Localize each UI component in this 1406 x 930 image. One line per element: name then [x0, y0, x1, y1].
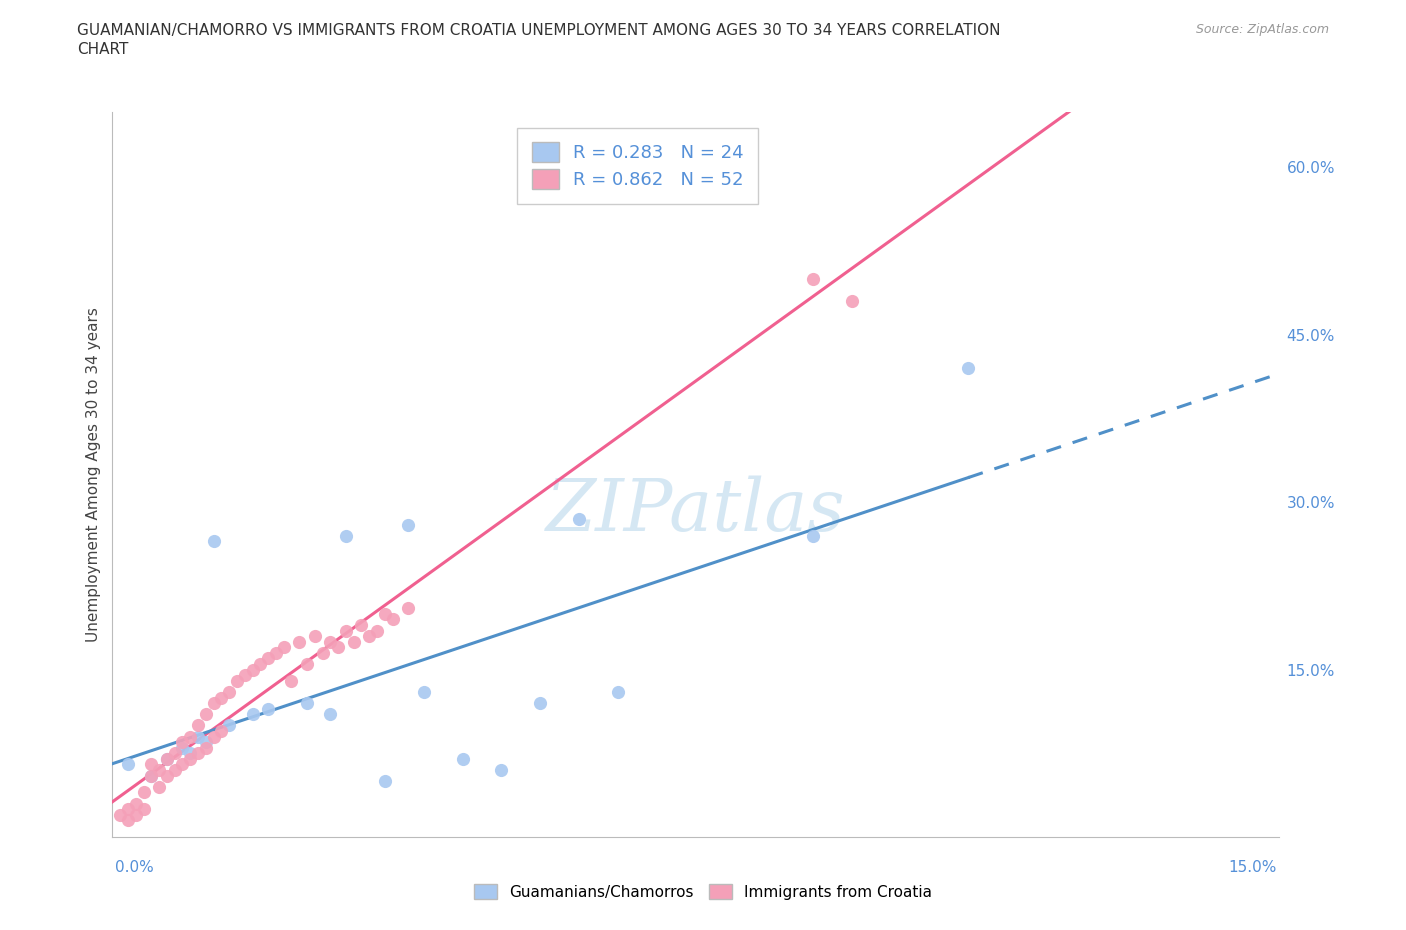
- Point: [187, 729, 209, 744]
- Text: ZIPatlas: ZIPatlas: [546, 475, 846, 546]
- Point: [451, 751, 474, 766]
- Point: [125, 796, 148, 811]
- Point: [311, 645, 333, 660]
- Point: [202, 729, 225, 744]
- Point: [335, 528, 357, 543]
- Text: Source: ZipAtlas.com: Source: ZipAtlas.com: [1195, 23, 1329, 36]
- Y-axis label: Unemployment Among Ages 30 to 34 years: Unemployment Among Ages 30 to 34 years: [86, 307, 101, 642]
- Point: [148, 763, 170, 777]
- Point: [194, 735, 217, 750]
- Point: [491, 763, 513, 777]
- Point: [172, 757, 194, 772]
- Point: [359, 629, 381, 644]
- Point: [172, 740, 194, 755]
- Point: [218, 718, 240, 733]
- Text: GUAMANIAN/CHAMORRO VS IMMIGRANTS FROM CROATIA UNEMPLOYMENT AMONG AGES 30 TO 34 Y: GUAMANIAN/CHAMORRO VS IMMIGRANTS FROM CR…: [77, 23, 1001, 38]
- Point: [412, 684, 434, 699]
- Point: [350, 618, 373, 632]
- Point: [607, 684, 630, 699]
- Point: [179, 751, 201, 766]
- Point: [125, 807, 148, 822]
- Point: [257, 651, 280, 666]
- Point: [194, 740, 217, 755]
- Point: [209, 724, 232, 738]
- Point: [226, 673, 249, 688]
- Point: [841, 294, 863, 309]
- Legend: Guamanians/Chamorros, Immigrants from Croatia: Guamanians/Chamorros, Immigrants from Cr…: [468, 877, 938, 906]
- Point: [273, 640, 295, 655]
- Point: [396, 517, 419, 532]
- Point: [304, 629, 326, 644]
- Point: [194, 707, 217, 722]
- Point: [257, 701, 280, 716]
- Point: [141, 757, 163, 772]
- Point: [529, 696, 551, 711]
- Point: [295, 657, 318, 671]
- Point: [179, 729, 201, 744]
- Point: [156, 751, 179, 766]
- Point: [172, 735, 194, 750]
- Point: [209, 690, 232, 705]
- Point: [117, 757, 139, 772]
- Point: [202, 534, 225, 549]
- Text: 0.0%: 0.0%: [115, 860, 155, 875]
- Point: [319, 634, 342, 649]
- Point: [801, 528, 824, 543]
- Point: [288, 634, 311, 649]
- Point: [132, 785, 155, 800]
- Point: [242, 707, 264, 722]
- Legend: R = 0.283   N = 24, R = 0.862   N = 52: R = 0.283 N = 24, R = 0.862 N = 52: [517, 128, 758, 204]
- Point: [374, 606, 396, 621]
- Point: [335, 623, 357, 638]
- Text: CHART: CHART: [77, 42, 129, 57]
- Point: [156, 768, 179, 783]
- Point: [110, 807, 132, 822]
- Point: [117, 813, 139, 828]
- Point: [366, 623, 388, 638]
- Point: [117, 802, 139, 817]
- Point: [326, 640, 349, 655]
- Point: [319, 707, 342, 722]
- Point: [156, 751, 179, 766]
- Point: [381, 612, 404, 627]
- Point: [148, 779, 170, 794]
- Point: [242, 662, 264, 677]
- Point: [163, 746, 186, 761]
- Point: [141, 768, 163, 783]
- Point: [295, 696, 318, 711]
- Point: [187, 746, 209, 761]
- Point: [264, 645, 287, 660]
- Point: [957, 361, 980, 376]
- Point: [202, 696, 225, 711]
- Point: [187, 718, 209, 733]
- Point: [163, 763, 186, 777]
- Point: [280, 673, 302, 688]
- Point: [249, 657, 271, 671]
- Point: [132, 802, 155, 817]
- Text: 15.0%: 15.0%: [1229, 860, 1277, 875]
- Point: [396, 601, 419, 616]
- Point: [801, 272, 824, 286]
- Point: [568, 512, 591, 526]
- Point: [233, 668, 256, 683]
- Point: [343, 634, 366, 649]
- Point: [179, 746, 201, 761]
- Point: [141, 768, 163, 783]
- Point: [374, 774, 396, 789]
- Point: [218, 684, 240, 699]
